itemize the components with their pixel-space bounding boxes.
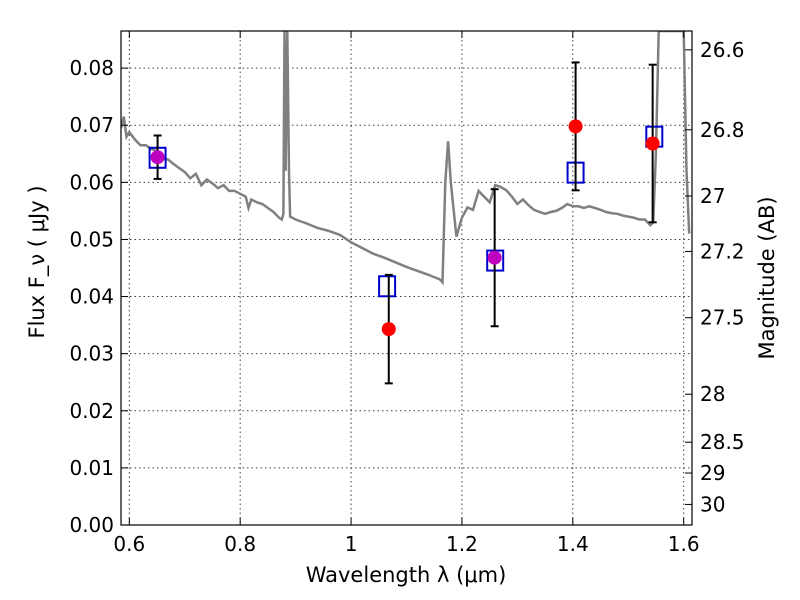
right-tick-label: 28 xyxy=(700,382,725,406)
y-tick-label: 0.04 xyxy=(69,285,114,309)
y-tick-label: 0.08 xyxy=(69,56,114,80)
observed-point xyxy=(487,250,502,265)
y-tick-label: 0.07 xyxy=(69,113,114,137)
y-tick-label: 0.06 xyxy=(69,170,114,194)
y-tick-label: 0.00 xyxy=(69,513,114,537)
right-tick-label: 29 xyxy=(700,461,725,485)
right-tick-label: 26.6 xyxy=(700,38,745,62)
observed-point xyxy=(150,150,165,165)
x-tick-label: 0.8 xyxy=(224,532,256,556)
x-tick-label: 0.6 xyxy=(113,532,145,556)
x-tick-label: 1.6 xyxy=(668,532,700,556)
model-box xyxy=(378,275,397,298)
plot-frame xyxy=(120,30,693,526)
error-bars xyxy=(153,61,657,385)
tick-marks xyxy=(121,31,692,526)
right-tick-label: 26.8 xyxy=(700,118,745,142)
y-axis-label: Flux F_ν ( μJy ) xyxy=(25,185,50,338)
y-tick-labels: 0.00 0.01 0.02 0.03 0.04 0.05 0.06 0.07 0.08 xyxy=(69,56,114,537)
right-tick-label: 27.2 xyxy=(700,239,745,263)
x-tick-labels: 0.6 0.8 1 1.2 1.4 1.6 xyxy=(113,532,699,556)
y-tick-label: 0.05 xyxy=(69,227,114,251)
observed-point xyxy=(568,119,583,134)
x-tick-label: 1.2 xyxy=(446,532,478,556)
right-axis-label: Magnitude (AB) xyxy=(755,196,779,359)
grid xyxy=(121,31,692,526)
template-spectrum-line xyxy=(121,31,691,286)
observed-point xyxy=(645,136,660,151)
x-axis-label: Wavelength λ (μm) xyxy=(306,563,507,587)
y-tick-label: 0.02 xyxy=(69,399,114,423)
plot-area xyxy=(121,31,691,385)
y-tick-label: 0.03 xyxy=(69,342,114,366)
x-tick-label: 1 xyxy=(345,532,358,556)
right-tick-labels: 26.6 26.8 27 27.2 27.5 28 28.5 29 30 xyxy=(700,38,745,517)
right-tick-label: 30 xyxy=(700,492,725,516)
right-tick-label: 27 xyxy=(700,184,725,208)
y-tick-label: 0.01 xyxy=(69,456,114,480)
x-tick-label: 1.4 xyxy=(557,532,589,556)
observed-point xyxy=(381,322,396,337)
right-tick-label: 28.5 xyxy=(700,430,745,454)
observed-points xyxy=(150,119,660,337)
right-tick-label: 27.5 xyxy=(700,306,745,330)
model-photometry-boxes xyxy=(148,125,664,298)
